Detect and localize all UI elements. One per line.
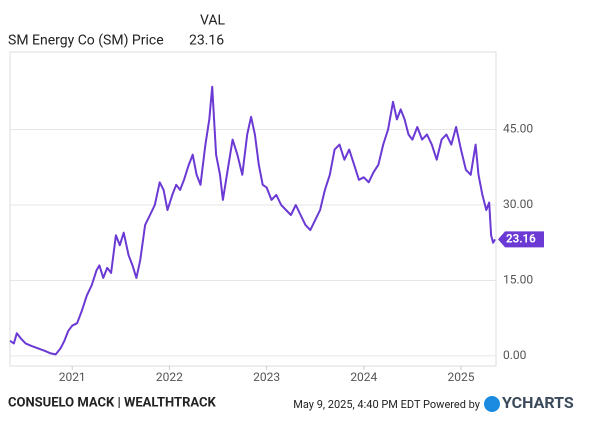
y-tick-label: 30.00: [503, 197, 533, 211]
logo-icon: [484, 396, 500, 412]
source: CONSUELO MACK | WEALTHTRACK: [8, 395, 217, 410]
logo: YCHARTS: [502, 393, 574, 412]
x-tick-label: 2023: [253, 370, 280, 384]
x-tick-label: 2024: [350, 370, 377, 384]
value-badge-label: 23.16: [506, 231, 536, 245]
plot-frame: [9, 51, 497, 367]
price-line: [9, 85, 496, 356]
y-tick-label: 15.00: [503, 273, 533, 287]
legend-value: 23.16: [189, 33, 224, 49]
x-tick-label: 2021: [59, 370, 86, 384]
value-badge: [498, 231, 544, 248]
x-tick-label: 2022: [156, 370, 183, 384]
y-tick-label: 45.00: [503, 122, 533, 136]
legend-header: VAL: [200, 13, 226, 29]
legend-entry: SM Energy Co (SM) Price: [8, 33, 164, 49]
timestamp: May 9, 2025, 4:40 PM EDT Powered by: [293, 398, 481, 411]
y-tick-label: 0.00: [503, 348, 527, 362]
x-tick-label: 2025: [448, 370, 475, 384]
